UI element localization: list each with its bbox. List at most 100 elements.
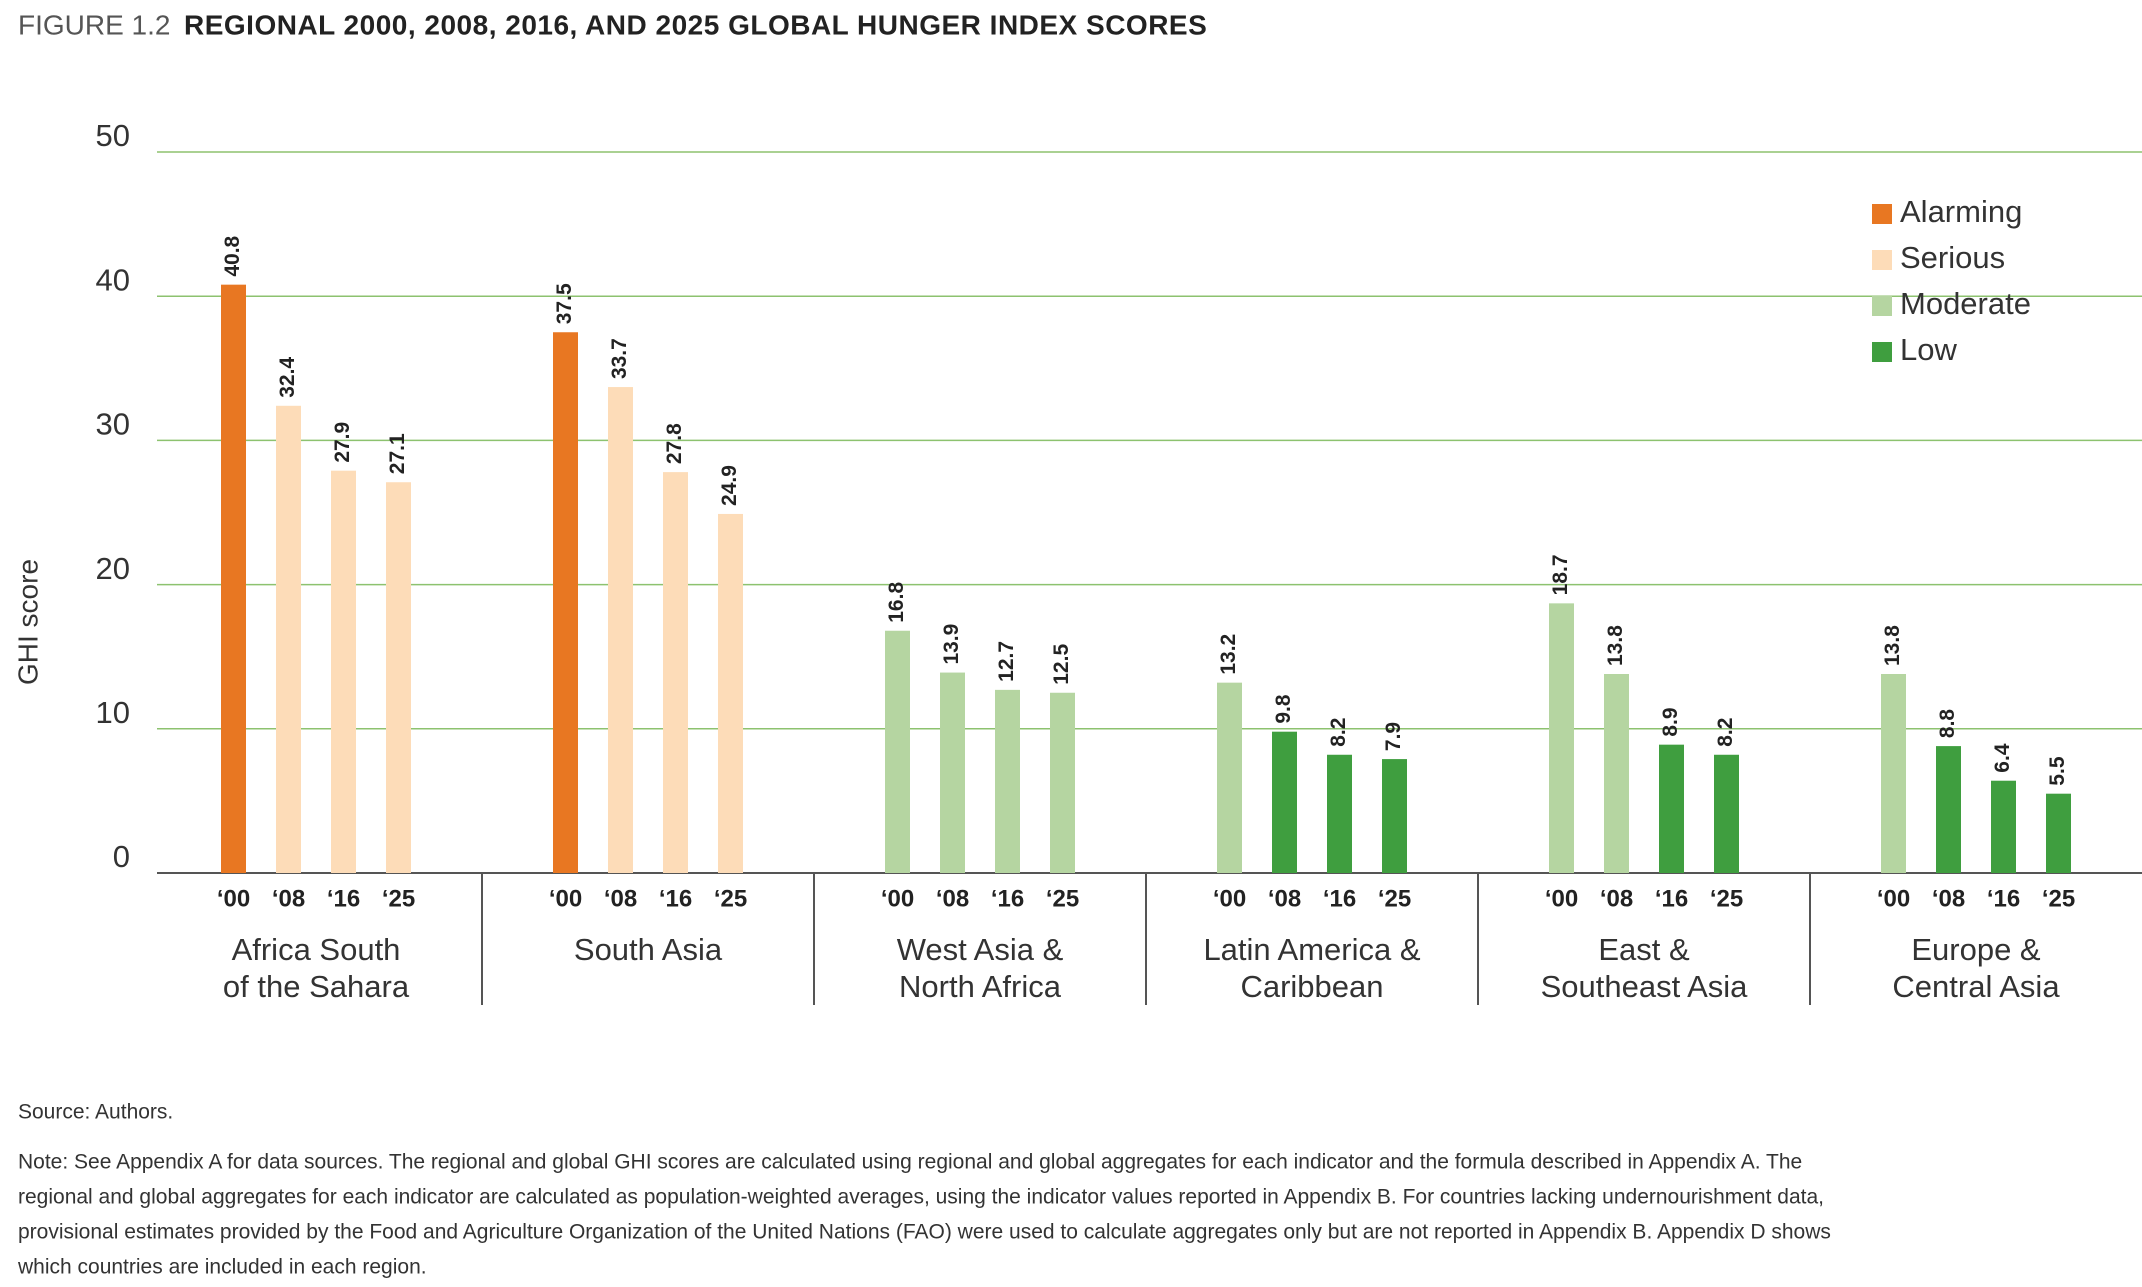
x-tick-label: ‘00 xyxy=(549,885,582,912)
value-label: 8.2 xyxy=(1327,718,1350,747)
source: Source: Authors. xyxy=(18,1101,173,1124)
x-tick-label: ‘16 xyxy=(1323,885,1356,912)
value-label: 8.2 xyxy=(1714,718,1737,747)
value-label: 13.8 xyxy=(1604,625,1627,666)
bar xyxy=(1714,754,1739,873)
x-tick-label: ‘00 xyxy=(1545,885,1578,912)
y-axis-title: GHI score xyxy=(12,559,43,685)
legend-swatch xyxy=(1872,296,1892,316)
bar xyxy=(1936,746,1961,873)
x-tick-label: ‘25 xyxy=(382,885,415,912)
value-label: 27.1 xyxy=(386,433,409,474)
x-tick-label: ‘08 xyxy=(1268,885,1301,912)
bar xyxy=(940,672,965,873)
legend-swatch xyxy=(1872,342,1892,362)
group-label: Caribbean xyxy=(1240,969,1383,1004)
x-tick-label: ‘25 xyxy=(1046,885,1079,912)
x-tick-label: ‘16 xyxy=(327,885,360,912)
group-label: Southeast Asia xyxy=(1541,969,1749,1004)
legend-swatch xyxy=(1872,250,1892,270)
y-tick-label: 40 xyxy=(96,262,130,297)
group-label: East & xyxy=(1598,932,1690,967)
value-label: 12.5 xyxy=(1050,644,1073,685)
group-label: of the Sahara xyxy=(223,969,410,1004)
value-label: 33.7 xyxy=(608,338,631,379)
bar xyxy=(885,630,910,873)
chart-title: REGIONAL 2000, 2008, 2016, AND 2025 GLOB… xyxy=(184,9,1207,40)
x-tick-label: ‘25 xyxy=(1710,885,1743,912)
x-tick-label: ‘08 xyxy=(272,885,305,912)
group-label: Europe & xyxy=(1911,932,2041,967)
bar xyxy=(1217,682,1242,873)
y-tick-label: 50 xyxy=(96,118,130,153)
bar xyxy=(1604,674,1629,873)
bar xyxy=(276,405,301,873)
value-label: 13.8 xyxy=(1881,625,1904,666)
bar xyxy=(1991,780,2016,873)
legend-label: Serious xyxy=(1900,240,2005,275)
value-label: 40.8 xyxy=(221,235,244,276)
value-label: 27.9 xyxy=(331,422,354,463)
value-label: 12.7 xyxy=(995,641,1018,682)
note-line: Note: See Appendix A for data sources. T… xyxy=(18,1151,1802,1174)
bar xyxy=(718,513,743,873)
x-tick-label: ‘00 xyxy=(1877,885,1910,912)
note-line: provisional estimates provided by the Fo… xyxy=(18,1221,1831,1244)
value-label: 13.2 xyxy=(1217,634,1240,675)
value-label: 32.4 xyxy=(276,357,299,398)
bar xyxy=(2046,793,2071,873)
x-tick-label: ‘08 xyxy=(1932,885,1965,912)
bar xyxy=(221,284,246,873)
y-tick-label: 20 xyxy=(96,551,130,586)
bar xyxy=(995,689,1020,873)
legend-label: Moderate xyxy=(1900,286,2031,321)
bar xyxy=(553,332,578,873)
value-label: 8.8 xyxy=(1936,709,1959,739)
bar xyxy=(1272,731,1297,873)
value-label: 16.8 xyxy=(885,582,908,623)
bar xyxy=(1382,759,1407,873)
bar xyxy=(1659,744,1684,873)
bar xyxy=(663,472,688,873)
bar xyxy=(1549,603,1574,873)
value-label: 7.9 xyxy=(1382,722,1405,751)
value-label: 9.8 xyxy=(1272,694,1295,724)
x-tick-label: ‘00 xyxy=(881,885,914,912)
group-label: Central Asia xyxy=(1892,969,2060,1004)
value-label: 24.9 xyxy=(718,465,741,506)
x-tick-label: ‘08 xyxy=(604,885,637,912)
group-label: Africa South xyxy=(232,932,401,967)
group-label: Latin America & xyxy=(1203,932,1420,967)
x-tick-label: ‘08 xyxy=(1600,885,1633,912)
group-label: West Asia & xyxy=(897,932,1064,967)
y-tick-label: 0 xyxy=(113,839,130,874)
x-tick-label: ‘25 xyxy=(1378,885,1411,912)
y-tick-label: 10 xyxy=(96,695,130,730)
value-label: 18.7 xyxy=(1549,554,1572,595)
y-tick-label: 30 xyxy=(96,407,130,442)
value-label: 27.8 xyxy=(663,423,686,464)
x-tick-label: ‘08 xyxy=(936,885,969,912)
group-label: South Asia xyxy=(574,932,723,967)
x-tick-label: ‘25 xyxy=(714,885,747,912)
note-line: which countries are included in each reg… xyxy=(17,1256,427,1279)
note-line: regional and global aggregates for each … xyxy=(18,1186,1824,1209)
value-label: 5.5 xyxy=(2046,756,2069,786)
x-tick-label: ‘16 xyxy=(1987,885,2020,912)
x-tick-label: ‘00 xyxy=(217,885,250,912)
figure-label: FIGURE 1.2 xyxy=(18,9,170,40)
x-tick-label: ‘16 xyxy=(659,885,692,912)
legend-label: Alarming xyxy=(1900,194,2022,229)
legend-label: Low xyxy=(1900,332,1957,367)
x-tick-label: ‘00 xyxy=(1213,885,1246,912)
x-tick-label: ‘25 xyxy=(2042,885,2075,912)
bar xyxy=(331,470,356,873)
value-label: 13.9 xyxy=(940,624,963,665)
group-label: North Africa xyxy=(899,969,1062,1004)
value-label: 8.9 xyxy=(1659,707,1682,736)
legend-swatch xyxy=(1872,204,1892,224)
value-label: 6.4 xyxy=(1991,743,2014,773)
value-label: 37.5 xyxy=(553,283,576,324)
x-tick-label: ‘16 xyxy=(991,885,1024,912)
bar xyxy=(608,387,633,873)
